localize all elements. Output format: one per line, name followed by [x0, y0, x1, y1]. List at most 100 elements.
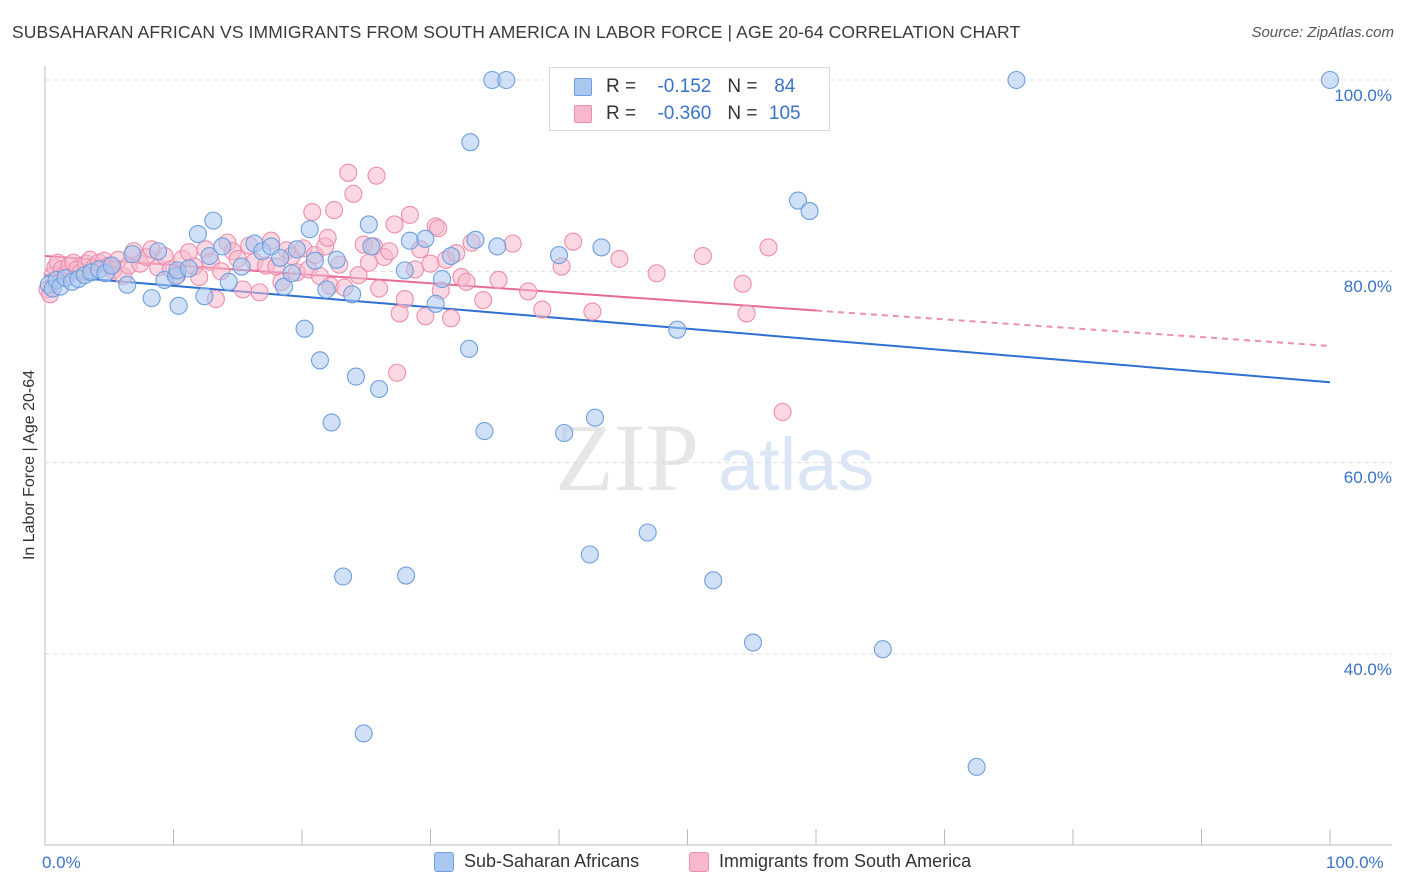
y-tick-label-40: 40.0% — [1343, 660, 1392, 679]
data-point-blue — [213, 237, 232, 256]
legend-swatch-blue — [434, 851, 454, 872]
data-point-pink — [759, 238, 778, 257]
n-value-pink: 105 — [768, 103, 801, 124]
data-point-pink — [339, 163, 358, 182]
data-point-blue — [123, 245, 142, 264]
data-point-blue — [295, 319, 314, 338]
data-point-blue — [397, 566, 416, 585]
data-point-blue — [555, 423, 574, 443]
r-label: R = — [606, 76, 637, 97]
data-point-blue — [232, 257, 251, 276]
data-point-blue — [461, 133, 480, 152]
data-point-pink — [344, 184, 363, 203]
data-point-blue — [668, 320, 687, 339]
data-point-blue — [800, 202, 819, 221]
blue-swatch — [574, 78, 592, 96]
data-point-pink — [737, 304, 756, 323]
watermark-atlas: atlas — [718, 423, 874, 506]
data-point-blue — [370, 379, 389, 399]
data-point-blue — [475, 422, 494, 441]
data-point-blue — [118, 275, 137, 294]
y-axis-label: In Labor Force | Age 20-64 — [21, 369, 38, 561]
data-point-blue — [549, 246, 569, 265]
data-point-blue — [362, 237, 381, 256]
data-point-pink — [370, 279, 389, 298]
data-point-blue — [466, 230, 485, 249]
data-point-pink — [503, 234, 522, 253]
data-point-blue — [310, 351, 330, 370]
data-point-blue — [788, 191, 808, 210]
watermark-zip: ZIP — [555, 404, 699, 511]
r-value-pink: -0.360 — [657, 103, 712, 124]
trend-pink-dashed — [815, 309, 1331, 347]
legend-item-south-america[interactable]: Immigrants from South America — [689, 851, 971, 872]
data-point-pink — [773, 402, 792, 422]
data-point-blue — [149, 242, 168, 261]
data-point-blue — [346, 367, 366, 386]
data-point-blue — [433, 269, 452, 289]
legend-item-subsaharan[interactable]: Sub-Saharan Africans — [434, 851, 639, 872]
data-point-blue — [638, 523, 657, 542]
data-point-blue — [200, 246, 219, 266]
data-point-blue — [580, 545, 599, 564]
data-point-pink — [349, 266, 368, 285]
series-blue-points — [39, 70, 1340, 776]
data-point-blue — [592, 238, 611, 257]
data-point-pink — [442, 309, 461, 328]
data-point-pink — [416, 307, 435, 326]
data-point-pink — [489, 270, 508, 289]
data-point-pink — [400, 205, 419, 224]
data-point-blue — [704, 571, 723, 590]
data-point-blue — [354, 724, 373, 743]
data-point-blue — [195, 287, 214, 306]
data-point-pink — [693, 246, 712, 266]
data-point-blue — [426, 294, 445, 313]
data-point-pink — [388, 363, 407, 382]
data-point-pink — [380, 242, 399, 261]
legend-label-south-america: Immigrants from South America — [719, 851, 972, 871]
data-point-pink — [250, 283, 269, 302]
data-point-blue — [142, 289, 161, 308]
y-tick-label-100: 100.0% — [1334, 86, 1392, 105]
watermark: ZIP atlas — [555, 404, 874, 511]
data-point-blue — [219, 272, 238, 291]
y-tick-label-60: 60.0% — [1343, 468, 1392, 487]
r-value-blue: -0.152 — [657, 76, 712, 97]
data-point-pink — [647, 264, 666, 283]
y-tick-label-80: 80.0% — [1343, 277, 1392, 296]
data-point-blue — [873, 640, 892, 659]
data-point-blue — [305, 251, 324, 270]
data-point-pink — [325, 201, 344, 220]
chart-source: Source: ZipAtlas.com — [1251, 24, 1394, 41]
legend-swatch-pink — [689, 851, 709, 872]
pink-swatch — [574, 105, 592, 123]
series-legend: Sub-Saharan Africans Immigrants from Sou… — [0, 851, 1406, 877]
data-point-blue — [317, 280, 336, 299]
data-point-blue — [1007, 70, 1026, 90]
data-point-blue — [400, 231, 419, 250]
data-point-blue — [188, 224, 207, 244]
r-label: R = — [606, 103, 637, 124]
data-point-blue — [395, 261, 414, 280]
stats-legend-row-blue: R = -0.152 N = 84 — [574, 76, 807, 98]
data-point-blue — [102, 256, 121, 275]
data-point-blue — [459, 339, 479, 358]
data-point-pink — [733, 274, 752, 293]
chart-title: SUBSAHARAN AFRICAN VS IMMIGRANTS FROM SO… — [12, 22, 1021, 42]
data-point-pink — [359, 253, 378, 272]
data-point-pink — [519, 282, 538, 301]
data-point-pink — [385, 215, 404, 234]
legend-label-subsaharan: Sub-Saharan Africans — [464, 851, 640, 871]
data-point-blue — [967, 757, 986, 776]
data-point-blue — [1320, 70, 1340, 90]
data-point-blue — [274, 277, 294, 296]
data-point-blue — [327, 250, 346, 269]
data-point-pink — [457, 272, 476, 291]
data-point-pink — [533, 300, 552, 319]
stats-legend-row-pink: R = -0.360 N = 105 — [574, 103, 807, 125]
data-point-blue — [488, 237, 507, 256]
data-point-pink — [367, 166, 386, 185]
data-point-blue — [322, 413, 341, 432]
data-point-blue — [204, 211, 223, 230]
data-point-pink — [429, 219, 448, 238]
